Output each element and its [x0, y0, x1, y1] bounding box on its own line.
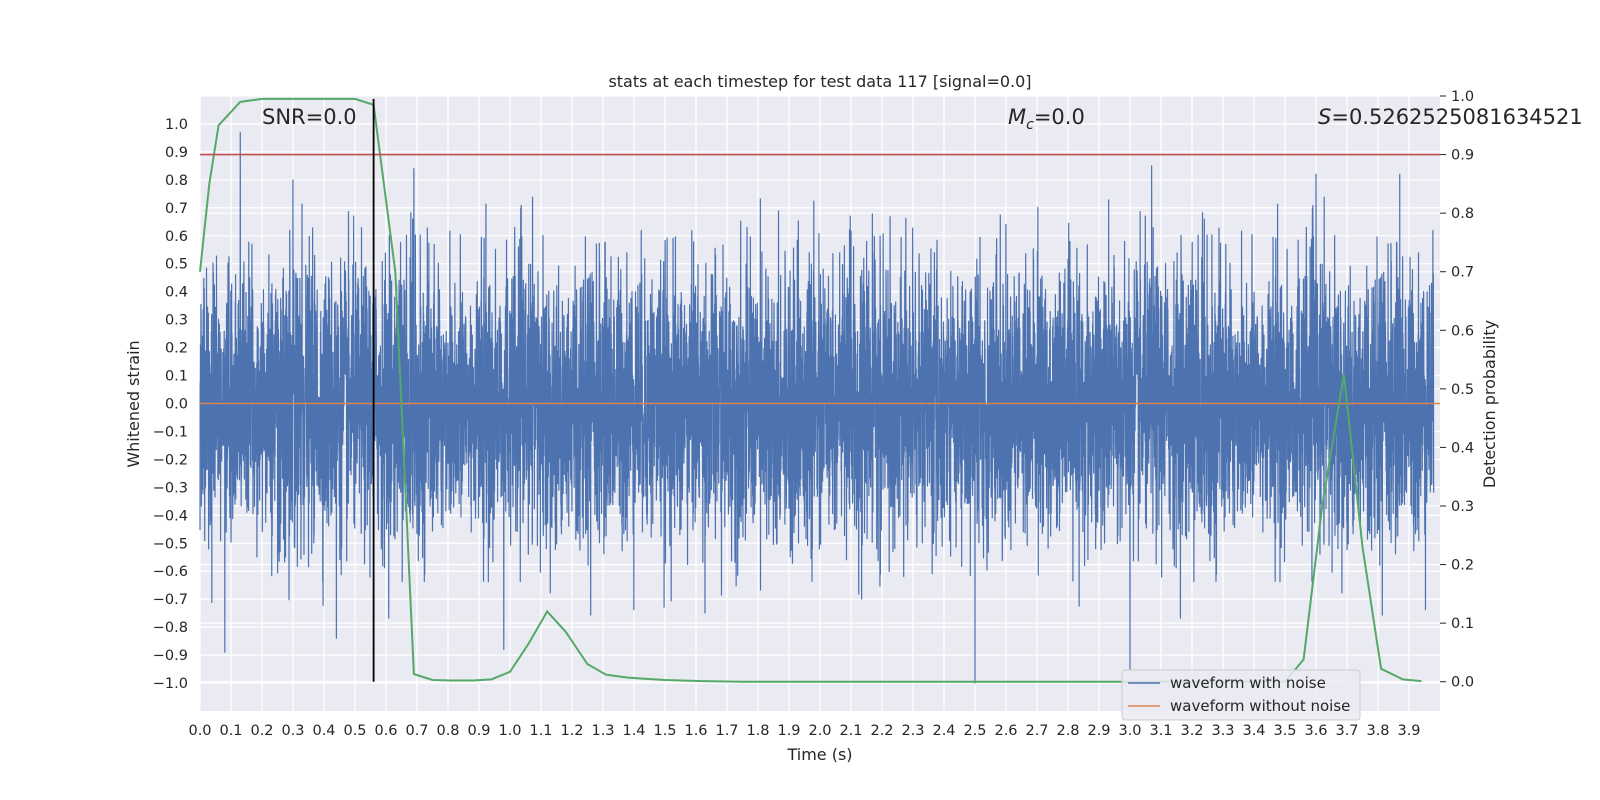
x-tick-label: 1.0 — [498, 723, 521, 739]
x-tick-label: 1.8 — [746, 723, 769, 739]
y-tick-label: −0.3 — [153, 480, 188, 496]
x-tick-label: 0.2 — [250, 723, 273, 739]
ticks: 0.0 0.1 0.2 0.3 0.4 0.5 0.6 0.7 0.8 0.9 1.0 1.1 1.2 1… — [153, 89, 1474, 739]
y-tick-label: 0.6 — [165, 229, 188, 245]
x-tick-label: 3.6 — [1304, 723, 1327, 739]
x-tick-label: 3.2 — [1180, 723, 1203, 739]
legend-box — [1121, 669, 1361, 721]
y-tick-label: −0.7 — [153, 592, 188, 608]
y2-tick-label: 0.2 — [1451, 558, 1474, 574]
x-tick-label: 2.1 — [839, 723, 862, 739]
y-tick-label: −0.6 — [153, 564, 188, 580]
x-tick-label: 2.2 — [870, 723, 893, 739]
y2-axis-label: Detection probability — [1480, 320, 1499, 488]
y-tick-label: 0.0 — [165, 397, 188, 413]
x-tick-label: 2.6 — [994, 723, 1017, 739]
y2-tick-label: 0.9 — [1451, 148, 1474, 164]
x-tick-label: 3.5 — [1273, 723, 1296, 739]
x-tick-label: 0.3 — [281, 723, 304, 739]
y-tick-label: −1.0 — [153, 676, 188, 692]
x-tick-label: 1.2 — [560, 723, 583, 739]
x-tick-label: 1.5 — [653, 723, 676, 739]
mc-value: =0.0 — [1034, 105, 1085, 129]
series-waveform-with-noise — [199, 131, 1435, 684]
y2-tick-label: 0.3 — [1451, 499, 1474, 515]
y-tick-label: 1.0 — [165, 117, 188, 133]
y-tick-label: 0.9 — [165, 145, 188, 161]
x-tick-label: 0.1 — [219, 723, 242, 739]
x-tick-label: 0.7 — [405, 723, 428, 739]
x-tick-label: 0.5 — [343, 723, 366, 739]
x-tick-label: 2.4 — [932, 723, 955, 739]
y2-tick-label: 0.6 — [1451, 323, 1474, 339]
x-tick-label: 1.3 — [591, 723, 614, 739]
y-tick-label: −0.1 — [153, 424, 188, 440]
s-value: =0.5262525081634521 — [1331, 105, 1582, 129]
y2-tick-label: 1.0 — [1451, 89, 1474, 105]
x-tick-label: 3.4 — [1242, 723, 1265, 739]
y2-tick-label: 0.1 — [1451, 616, 1474, 632]
overlays — [200, 98, 1440, 682]
legend-label-clean: waveform without noise — [1170, 697, 1350, 715]
x-tick-label: 3.3 — [1211, 723, 1234, 739]
y-tick-label: 0.3 — [165, 313, 188, 329]
s-symbol: S — [1318, 105, 1331, 129]
x-tick-label: 1.9 — [777, 723, 800, 739]
x-tick-label: 3.8 — [1366, 723, 1389, 739]
detection-probability-line — [199, 97, 1422, 683]
x-tick-label: 3.9 — [1397, 723, 1420, 739]
y-tick-label: 0.4 — [165, 285, 188, 301]
x-tick-label: 2.3 — [901, 723, 924, 739]
x-tick-label: 0.0 — [188, 723, 211, 739]
y-tick-label: −0.9 — [153, 648, 188, 664]
x-tick-label: 2.8 — [1056, 723, 1079, 739]
y2-tick-label: 0.4 — [1451, 440, 1474, 456]
chart-title: stats at each timestep for test data 117… — [608, 72, 1031, 91]
x-axis-label: Time (s) — [786, 745, 852, 764]
y-tick-label: 0.1 — [165, 369, 188, 385]
y-tick-label: 0.2 — [165, 341, 188, 357]
legend-label-noise: waveform with noise — [1170, 674, 1326, 692]
y-tick-label: −0.2 — [153, 452, 188, 468]
mc-subscript: c — [1026, 117, 1034, 133]
x-tick-label: 1.1 — [529, 723, 552, 739]
snr-annotation: SNR=0.0 — [262, 105, 357, 129]
x-tick-label: 0.9 — [467, 723, 490, 739]
y2-tick-label: 0.0 — [1451, 675, 1474, 691]
x-tick-label: 2.9 — [1087, 723, 1110, 739]
x-tick-label: 1.6 — [684, 723, 707, 739]
y-tick-label: −0.5 — [153, 536, 188, 552]
legend: waveform with noise waveform without noi… — [1121, 669, 1361, 721]
y-tick-label: 0.8 — [165, 173, 188, 189]
x-tick-label: 3.1 — [1149, 723, 1172, 739]
x-tick-label: 1.7 — [715, 723, 738, 739]
y-tick-label: −0.8 — [153, 620, 188, 636]
mc-annotation: Mc=0.0 — [1008, 105, 1085, 133]
mc-symbol: M — [1008, 105, 1026, 129]
y-tick-label: 0.5 — [165, 257, 188, 273]
x-tick-label: 0.6 — [374, 723, 397, 739]
s-annotation: S=0.5262525081634521 — [1318, 105, 1583, 129]
y-axis-label: Whitened strain — [124, 340, 143, 467]
y-tick-label: −0.4 — [153, 508, 188, 524]
y2-tick-label: 0.8 — [1451, 206, 1474, 222]
x-tick-label: 2.0 — [808, 723, 831, 739]
x-tick-label: 3.7 — [1335, 723, 1358, 739]
x-tick-label: 2.5 — [963, 723, 986, 739]
series-detection-probability — [199, 97, 1422, 683]
y2-tick-label: 0.7 — [1451, 265, 1474, 281]
x-tick-label: 1.4 — [622, 723, 645, 739]
y2-tick-label: 0.5 — [1451, 382, 1474, 398]
waveform-with-noise-line — [199, 131, 1435, 684]
y-tick-label: 0.7 — [165, 201, 188, 217]
x-tick-label: 2.7 — [1025, 723, 1048, 739]
x-tick-label: 3.0 — [1118, 723, 1141, 739]
x-tick-label: 0.4 — [312, 723, 335, 739]
x-tick-label: 0.8 — [436, 723, 459, 739]
